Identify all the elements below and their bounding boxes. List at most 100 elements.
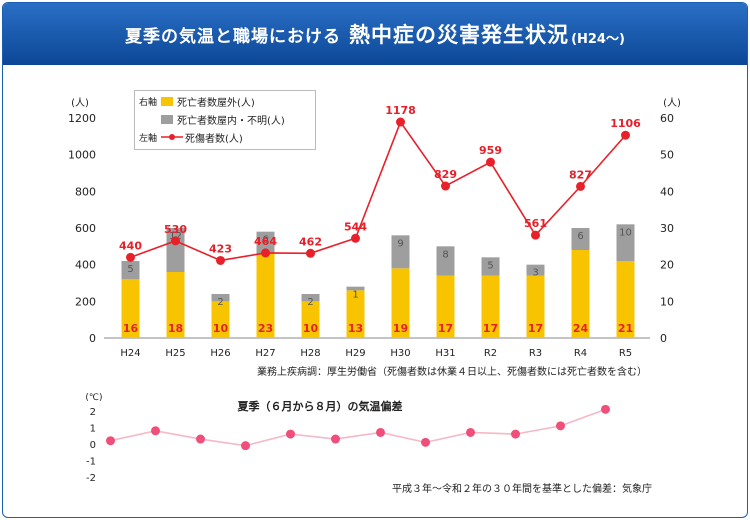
legend-row-indoor: 死亡者数屋内・不明(人) bbox=[135, 111, 285, 127]
title-suffix: (H24〜) bbox=[571, 31, 625, 47]
bar-outdoor bbox=[391, 268, 410, 338]
left-tick-label: 600 bbox=[75, 222, 96, 235]
anomaly-point bbox=[241, 441, 250, 451]
anomaly-point bbox=[376, 427, 385, 437]
casualty-label: 544 bbox=[344, 220, 367, 233]
legend-right-axis-label: 右軸 bbox=[138, 97, 157, 108]
bar-outdoor-label: 16 bbox=[123, 322, 139, 335]
bar-outdoor bbox=[121, 279, 140, 338]
legend-swatch-casualty bbox=[161, 134, 183, 140]
anomaly-tick-label: 1 bbox=[90, 424, 96, 435]
x-tick-label: H27 bbox=[255, 348, 275, 359]
anomaly-point bbox=[331, 434, 340, 444]
casualty-label: 561 bbox=[524, 217, 547, 230]
bar-outdoor bbox=[346, 290, 365, 338]
bar-outdoor bbox=[526, 275, 545, 338]
anomaly-point bbox=[196, 434, 205, 444]
casualty-point bbox=[261, 248, 270, 258]
bar-outdoor-label: 10 bbox=[213, 322, 229, 335]
left-tick-label: 1000 bbox=[68, 149, 96, 162]
x-tick-label: H30 bbox=[390, 348, 410, 359]
casualty-point bbox=[216, 255, 225, 265]
bar-indoor bbox=[526, 264, 545, 276]
bar-indoor bbox=[391, 235, 410, 269]
casualty-label: 827 bbox=[569, 168, 592, 181]
bar-indoor-label: 5 bbox=[487, 260, 493, 271]
right-tick-label: 0 bbox=[660, 332, 667, 345]
left-axis-unit: (人) bbox=[71, 97, 89, 109]
casualty-label: 1106 bbox=[610, 117, 641, 130]
anomaly-point bbox=[556, 421, 565, 431]
bar-outdoor bbox=[166, 272, 185, 338]
x-tick-label: R2 bbox=[484, 348, 497, 359]
bar-outdoor bbox=[301, 301, 320, 338]
x-tick-label: H31 bbox=[435, 348, 455, 359]
bar-outdoor bbox=[436, 275, 455, 338]
anomaly-tick-label: 0 bbox=[90, 440, 96, 451]
x-tick-label: H26 bbox=[210, 348, 230, 359]
right-tick-label: 30 bbox=[660, 222, 674, 235]
anomaly-line bbox=[110, 408, 606, 447]
right-tick-label: 20 bbox=[660, 259, 674, 272]
anomaly-chart-title: 夏季（６月から８月）の気温偏差 bbox=[238, 399, 403, 413]
source-note: 業務上疾病調：厚生労働省（死傷者数は休業４日以上、死傷者数には死亡者数を含む） bbox=[257, 367, 647, 378]
left-tick-label: 800 bbox=[75, 185, 96, 198]
baseline-note: 平成３年〜令和２年の３０年間を基準とした偏差：気象庁 bbox=[392, 484, 652, 495]
casualty-label: 423 bbox=[209, 242, 232, 255]
title-main: 熱中症の災害発生状況 bbox=[349, 23, 570, 47]
bar-indoor bbox=[616, 224, 635, 261]
anomaly-point bbox=[601, 404, 610, 414]
bar-indoor-label: 6 bbox=[262, 235, 268, 246]
anomaly-point bbox=[466, 427, 475, 437]
legend-row-outdoor: 右軸 死亡者数屋外(人) bbox=[135, 93, 255, 109]
bar-indoor-label: 8 bbox=[442, 249, 448, 260]
casualty-point bbox=[396, 117, 405, 127]
bar-indoor-label: 9 bbox=[397, 238, 403, 249]
x-tick-label: H28 bbox=[300, 348, 320, 359]
casualty-label: 440 bbox=[119, 239, 142, 252]
bar-indoor bbox=[346, 286, 365, 291]
bar-outdoor-label: 17 bbox=[438, 322, 453, 335]
bar-indoor-label: 2 bbox=[217, 297, 223, 308]
left-tick-label: 200 bbox=[75, 295, 96, 308]
anomaly-tick-label: -1 bbox=[86, 457, 96, 468]
legend-swatch-indoor bbox=[161, 114, 173, 124]
casualty-point bbox=[306, 248, 315, 258]
legend: 右軸 死亡者数屋外(人) 死亡者数屋内・不明(人) 左軸 死傷者数(人) bbox=[134, 90, 316, 150]
casualty-point bbox=[486, 157, 495, 167]
bar-outdoor-label: 21 bbox=[618, 322, 633, 335]
x-tick-label: H25 bbox=[165, 348, 185, 359]
bar-indoor bbox=[571, 228, 590, 250]
legend-label-outdoor: 死亡者数屋外(人) bbox=[177, 97, 255, 109]
x-tick-label: H29 bbox=[345, 348, 365, 359]
bar-outdoor-label: 10 bbox=[303, 322, 319, 335]
left-tick-label: 400 bbox=[75, 259, 96, 272]
bar-indoor bbox=[481, 257, 500, 276]
anomaly-axis-unit: (℃) bbox=[85, 393, 102, 403]
casualty-label: 530 bbox=[164, 223, 187, 236]
bar-indoor-label: 2 bbox=[307, 297, 313, 308]
right-tick-label: 50 bbox=[660, 149, 674, 162]
bar-outdoor-label: 17 bbox=[528, 322, 543, 335]
casualty-point bbox=[621, 130, 630, 140]
casualty-point bbox=[576, 181, 585, 191]
casualty-label: 1178 bbox=[385, 104, 416, 117]
bar-outdoor-label: 24 bbox=[573, 322, 589, 335]
legend-left-axis-label: 左軸 bbox=[138, 133, 157, 144]
bar-indoor bbox=[256, 231, 275, 254]
bar-outdoor-label: 17 bbox=[483, 322, 498, 335]
legend-label-casualty: 死傷者数(人) bbox=[185, 133, 243, 145]
anomaly-point bbox=[421, 437, 430, 447]
bar-indoor-label: 6 bbox=[577, 231, 583, 242]
casualty-label: 464 bbox=[254, 235, 277, 248]
x-tick-label: H24 bbox=[120, 348, 140, 359]
bar-indoor bbox=[121, 261, 140, 280]
title-left: 夏季の気温と職場における bbox=[125, 26, 342, 47]
anomaly-point bbox=[106, 436, 115, 446]
bar-outdoor bbox=[481, 275, 500, 338]
left-tick-label: 0 bbox=[89, 332, 96, 345]
right-tick-label: 40 bbox=[660, 185, 674, 198]
left-tick-label: 1200 bbox=[68, 112, 96, 125]
legend-row-casualty: 左軸 死傷者数(人) bbox=[135, 129, 243, 145]
